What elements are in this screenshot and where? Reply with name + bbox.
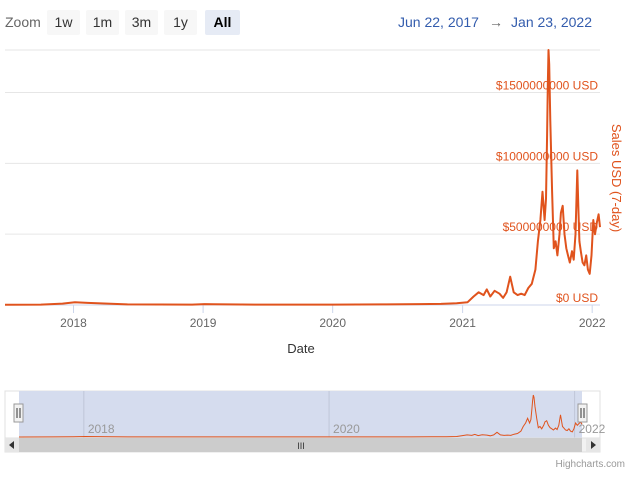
svg-text:All: All — [214, 14, 232, 30]
y-axis-title: Sales USD (7-day) — [609, 124, 624, 232]
zoom-all-button[interactable]: All — [205, 10, 240, 35]
y-tick-label: $1000000000 USD — [496, 149, 598, 163]
zoom-1w-button[interactable]: 1w — [47, 10, 80, 35]
y-axis-tick-labels: $0 USD $500000000 USD $1000000000 USD $1500… — [496, 79, 598, 306]
range-to-date[interactable]: Jan 23, 2022 — [511, 14, 592, 30]
grid-lines — [5, 49, 600, 235]
navigator-grid: 2018 2020 2022 — [83, 391, 606, 438]
navigator[interactable]: 2018 2020 2022 — [4, 390, 606, 439]
zoom-3m-button[interactable]: 3m — [125, 10, 158, 35]
svg-text:1y: 1y — [173, 14, 188, 30]
navigator-tick-label: 2018 — [88, 422, 115, 436]
navigator-selected-range[interactable] — [19, 391, 582, 438]
series-layer — [4, 49, 601, 306]
x-tick-label: 2020 — [319, 316, 346, 330]
x-tick-label: 2022 — [579, 316, 606, 330]
navigator-left-handle[interactable] — [13, 403, 24, 423]
chevron-left-icon — [9, 441, 14, 449]
svg-text:1m: 1m — [93, 14, 112, 30]
navigator-tick-label: 2022 — [579, 422, 606, 436]
scrollbar-thumb[interactable] — [19, 438, 582, 452]
scrollbar-left-button[interactable] — [5, 438, 19, 452]
scrollbar-right-button[interactable] — [586, 438, 600, 452]
range-arrow-icon: → — [489, 14, 503, 30]
sales-series-line — [4, 49, 601, 306]
navigator-right-handle[interactable] — [577, 403, 588, 423]
zoom-1y-button[interactable]: 1y — [164, 10, 197, 35]
y-tick-label: $0 USD — [556, 291, 598, 305]
scrollbar-grip-icon: III — [297, 441, 305, 451]
y-tick-label: $1500000000 USD — [496, 79, 598, 93]
navigator-tick-label: 2020 — [333, 422, 360, 436]
x-tick-label: 2018 — [60, 316, 87, 330]
navigator-series-line — [18, 394, 583, 438]
x-axis-title: Date — [287, 341, 314, 356]
range-from-date[interactable]: Jun 22, 2017 — [398, 14, 479, 30]
zoom-label: Zoom — [5, 14, 41, 30]
chevron-right-icon — [591, 441, 596, 449]
svg-text:1w: 1w — [55, 14, 74, 30]
x-axis-ticks: 2018 2019 2020 2021 2022 — [60, 305, 606, 330]
svg-text:3m: 3m — [132, 14, 151, 30]
x-tick-label: 2021 — [449, 316, 476, 330]
credits-link[interactable]: Highcharts.com — [556, 459, 625, 470]
range-selector: Zoom 1w 1m 3m 1y All Jun 22, 2017 → Jan … — [5, 10, 592, 35]
zoom-1m-button[interactable]: 1m — [86, 10, 119, 35]
x-tick-label: 2019 — [190, 316, 217, 330]
y-tick-label: $500000000 USD — [503, 220, 599, 234]
scrollbar[interactable]: III — [4, 437, 601, 453]
